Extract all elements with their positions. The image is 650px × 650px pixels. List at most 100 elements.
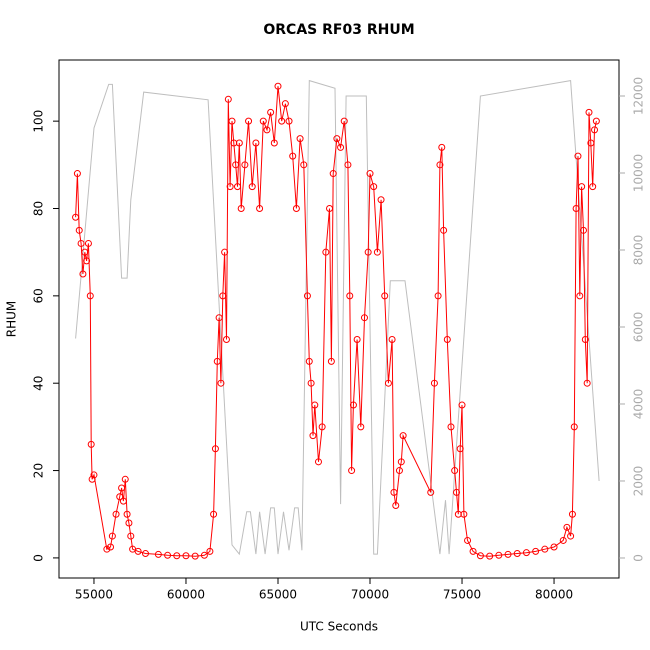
rhum-point <box>222 336 230 344</box>
rhum-point <box>215 314 223 322</box>
rhum-point <box>305 357 313 365</box>
x-axis-label: UTC Seconds <box>300 620 378 634</box>
rhum-point <box>217 379 225 387</box>
rhum-point <box>581 336 589 344</box>
rhum-point <box>453 488 461 496</box>
rhum-point <box>118 484 126 492</box>
rhum-point <box>245 117 253 125</box>
rhum-point <box>447 423 455 431</box>
rhum-point <box>296 135 304 143</box>
rhum-point <box>77 239 85 247</box>
rhum-point <box>267 108 275 116</box>
rhum-point <box>121 475 129 483</box>
rhum-point <box>364 248 372 256</box>
rhum-point <box>141 550 149 558</box>
rhum-point <box>460 510 468 518</box>
y2-tick-label: 2000 <box>632 466 646 497</box>
rhum-point <box>285 117 293 125</box>
rhum-point <box>252 139 260 147</box>
rhum-point <box>443 336 451 344</box>
rhum-point <box>211 445 219 453</box>
rhum-point <box>344 161 352 169</box>
rhum-point <box>224 95 232 103</box>
rhum-point <box>559 536 567 544</box>
rhum-point <box>108 532 116 540</box>
rhum-point <box>182 552 190 560</box>
rhum-point <box>464 536 472 544</box>
rhum-point <box>436 161 444 169</box>
rhum-point <box>206 547 214 555</box>
rhum-point <box>221 248 229 256</box>
rhum-point <box>309 432 317 440</box>
rhum-point <box>303 292 311 300</box>
rhum-point <box>585 108 593 116</box>
rhum-point <box>495 551 503 559</box>
rhum-point <box>522 549 530 557</box>
y-tick-label: 20 <box>32 463 46 478</box>
rhum-point <box>486 552 494 560</box>
rhum-point <box>434 292 442 300</box>
rhum-point <box>173 552 181 560</box>
rhum-point <box>107 543 115 551</box>
rhum-point <box>322 248 330 256</box>
rhum-point <box>430 379 438 387</box>
rhum-point <box>226 183 234 191</box>
rhum-point <box>311 401 319 409</box>
y2-tick-label: 8000 <box>632 235 646 266</box>
rhum-point <box>278 117 286 125</box>
rhum-point <box>72 213 80 221</box>
rhum-point <box>397 458 405 466</box>
rhum-point <box>81 248 89 256</box>
rhum-point <box>567 532 575 540</box>
rhum-point <box>392 501 400 509</box>
rhum-point <box>438 143 446 151</box>
rhum-point <box>576 292 584 300</box>
rhum-point <box>340 117 348 125</box>
rhum-point <box>550 543 558 551</box>
rhum-point <box>300 161 308 169</box>
y2-tick-label: 12000 <box>632 77 646 115</box>
rhum-point <box>263 126 271 134</box>
rhum-point <box>384 379 392 387</box>
rhum-point <box>456 445 464 453</box>
rhum-point <box>399 432 407 440</box>
rhum-point <box>348 467 356 475</box>
rhum-point <box>86 292 94 300</box>
rhum-point <box>377 196 385 204</box>
rhum-point <box>589 183 597 191</box>
rhum-point <box>314 458 322 466</box>
rhum-point <box>90 471 98 479</box>
rhum-point <box>326 204 334 212</box>
rhum-point <box>333 135 341 143</box>
rhum-point <box>440 226 448 234</box>
y-tick-label: 40 <box>32 376 46 391</box>
rhum-point <box>346 292 354 300</box>
rhum-point <box>123 510 131 518</box>
y-axis-label: RHUM <box>5 301 19 338</box>
altitude-line <box>75 79 600 556</box>
rhum-point <box>248 183 256 191</box>
x-tick-label: 75000 <box>443 588 481 602</box>
rhum-point <box>395 467 403 475</box>
x-tick-label: 70000 <box>351 588 389 602</box>
x-tick-label: 80000 <box>535 588 573 602</box>
rhum-point <box>83 257 91 265</box>
plot-frame <box>58 59 620 579</box>
rhum-point <box>578 183 586 191</box>
rhum-point <box>87 440 95 448</box>
rhum-point <box>116 493 124 501</box>
rhum-point <box>191 552 199 560</box>
x-tick-label: 60000 <box>167 588 205 602</box>
rhum-point <box>349 401 357 409</box>
y-tick-label: 60 <box>32 288 46 303</box>
rhum-point <box>241 161 249 169</box>
rhum-point <box>327 357 335 365</box>
rhum-point <box>353 336 361 344</box>
rhum-point <box>318 423 326 431</box>
y2-tick-label: 10000 <box>632 154 646 192</box>
rhum-point <box>381 292 389 300</box>
rhum-point <box>134 547 142 555</box>
rhum-point <box>256 204 264 212</box>
